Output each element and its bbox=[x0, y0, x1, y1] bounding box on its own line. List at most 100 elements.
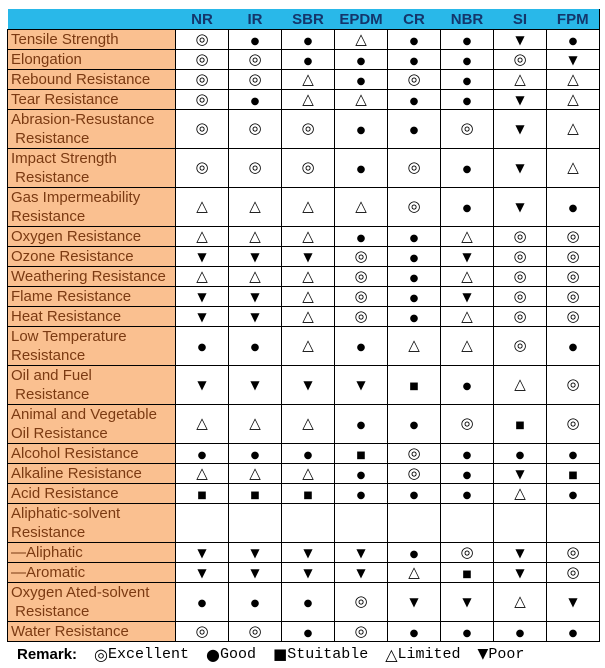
limited-symbol-icon: △ bbox=[196, 414, 208, 432]
poor-symbol-icon: ▼ bbox=[477, 646, 489, 662]
excellent-symbol-icon: ◎ bbox=[566, 542, 580, 561]
row-label: Gas Impermeability Resistance bbox=[7, 187, 176, 227]
poor-symbol-icon: ▼ bbox=[250, 249, 260, 264]
good-symbol-icon: ● bbox=[462, 95, 472, 107]
grade-cell-good: ● bbox=[281, 582, 335, 622]
grade-cell-good: ● bbox=[175, 443, 229, 464]
good-symbol-icon: ● bbox=[409, 125, 419, 136]
row-label: Rebound Resistance bbox=[7, 69, 176, 90]
grade-cell-stuitable: ■ bbox=[440, 562, 494, 583]
grade-cell-good: ● bbox=[228, 326, 282, 366]
grade-cell-excellent: ◎ bbox=[175, 621, 229, 642]
grade-cell-excellent: ◎ bbox=[334, 286, 388, 307]
table-row: Animal and Vegetable Oil Resistance △ △ △ ● ●… bbox=[7, 404, 600, 444]
good-symbol-icon: ● bbox=[462, 164, 472, 175]
column-header-sbr: SBR bbox=[281, 9, 335, 30]
grade-cell-limited: △ bbox=[228, 404, 282, 444]
limited-symbol-icon: △ bbox=[514, 375, 526, 393]
row-label: Weathering Resistance bbox=[7, 266, 176, 287]
poor-symbol-icon: ▼ bbox=[197, 249, 207, 264]
poor-symbol-icon: ▼ bbox=[303, 545, 313, 560]
grade-cell-good: ● bbox=[440, 483, 494, 504]
legend-item-label: Stuitable bbox=[287, 645, 369, 663]
limited-symbol-icon: △ bbox=[514, 592, 526, 610]
grade-cell-excellent: ◎ bbox=[175, 109, 229, 149]
excellent-symbol-icon: ◎ bbox=[195, 621, 209, 640]
table-row: Abrasion-Resustance Resistance ◎ ◎ ◎ ● ● ◎ ▼ △ bbox=[7, 109, 600, 149]
limited-symbol-icon: △ bbox=[567, 119, 579, 137]
poor-symbol-icon: ▼ bbox=[462, 595, 472, 609]
grade-cell-poor: ▼ bbox=[387, 582, 441, 622]
grade-cell-excellent: ◎ bbox=[546, 266, 600, 287]
table-row: Alkaline Resistance △ △ △ ● ◎ ● ▼ ■ bbox=[7, 463, 600, 484]
column-header-cr: CR bbox=[387, 9, 441, 30]
grade-cell-stuitable: ■ bbox=[493, 404, 547, 444]
grade-cell-stuitable: ■ bbox=[228, 483, 282, 504]
excellent-symbol-icon: ◎ bbox=[407, 463, 421, 482]
grade-cell-stuitable: ■ bbox=[175, 483, 229, 504]
row-label: —Aliphatic bbox=[7, 542, 176, 563]
excellent-symbol-icon: ◎ bbox=[460, 119, 474, 137]
legend-item-label: Excellent bbox=[108, 645, 190, 663]
grade-cell-good: ● bbox=[387, 266, 441, 287]
grade-cell-poor: ▼ bbox=[440, 246, 494, 267]
grade-cell-excellent: ◎ bbox=[493, 226, 547, 247]
grade-cell-poor: ▼ bbox=[281, 246, 335, 267]
grade-cell-good: ● bbox=[387, 49, 441, 70]
grade-cell-good: ● bbox=[387, 483, 441, 504]
grade-cell-excellent: ◎ bbox=[228, 69, 282, 90]
poor-symbol-icon: ▼ bbox=[250, 378, 260, 392]
good-symbol-icon: ● bbox=[356, 469, 366, 481]
grade-cell-good: ● bbox=[334, 109, 388, 149]
row-label: Aliphatic-solvent Resistance bbox=[7, 503, 176, 543]
grade-cell-excellent: ◎ bbox=[175, 69, 229, 90]
table-row: Heat Resistance ▼ ▼ △ ◎ ● △ ◎ ◎ bbox=[7, 306, 600, 327]
grade-cell-stuitable: ■ bbox=[281, 483, 335, 504]
grade-cell-good: ● bbox=[228, 89, 282, 110]
limited-symbol-icon: △ bbox=[408, 336, 420, 354]
column-header-nr: NR bbox=[175, 9, 229, 30]
table-row: Low Temperature Resistance ● ● △ ● △ △ ◎ ● bbox=[7, 326, 600, 366]
grade-cell-empty bbox=[440, 503, 494, 543]
grade-cell-excellent: ◎ bbox=[546, 404, 600, 444]
grade-cell-limited: △ bbox=[281, 226, 335, 247]
good-symbol-icon: ● bbox=[409, 95, 419, 107]
limited-symbol-icon: △ bbox=[249, 266, 261, 285]
grade-cell-good: ● bbox=[440, 148, 494, 188]
grade-cell-good: ● bbox=[387, 286, 441, 307]
grade-cell-good: ● bbox=[387, 246, 441, 267]
grade-cell-good: ● bbox=[175, 326, 229, 366]
excellent-symbol-icon: ◎ bbox=[513, 286, 527, 305]
grade-cell-limited: △ bbox=[334, 89, 388, 110]
table-row: Water Resistance ◎ ◎ ● ◎ ● ● ● ● bbox=[7, 621, 600, 642]
good-symbol-icon: ● bbox=[462, 75, 472, 87]
grade-cell-excellent: ◎ bbox=[493, 306, 547, 327]
stuitable-symbol-icon: ■ bbox=[273, 645, 288, 663]
grade-cell-poor: ▼ bbox=[334, 365, 388, 405]
excellent-symbol-icon: ◎ bbox=[513, 49, 527, 68]
grade-cell-good: ● bbox=[228, 29, 282, 50]
grade-cell-limited: △ bbox=[281, 69, 335, 90]
poor-symbol-icon: ▼ bbox=[568, 52, 578, 67]
grade-cell-stuitable: ■ bbox=[334, 443, 388, 464]
grade-cell-excellent: ◎ bbox=[546, 306, 600, 327]
grade-cell-good: ● bbox=[493, 443, 547, 464]
grade-cell-poor: ▼ bbox=[175, 562, 229, 583]
excellent-symbol-icon: ◎ bbox=[354, 246, 368, 265]
grade-cell-good: ● bbox=[546, 187, 600, 227]
grade-cell-limited: △ bbox=[387, 562, 441, 583]
row-label: Alcohol Resistance bbox=[7, 443, 176, 464]
poor-symbol-icon: ▼ bbox=[303, 565, 313, 580]
grade-cell-limited: △ bbox=[281, 89, 335, 110]
row-label: Ozone Resistance bbox=[7, 246, 176, 267]
excellent-symbol-icon: ◎ bbox=[195, 119, 209, 137]
grade-cell-excellent: ◎ bbox=[440, 542, 494, 563]
row-label: Water Resistance bbox=[7, 621, 176, 642]
row-label: Low Temperature Resistance bbox=[7, 326, 176, 366]
poor-symbol-icon: ▼ bbox=[356, 545, 366, 560]
grade-cell-limited: △ bbox=[281, 306, 335, 327]
grade-cell-good: ● bbox=[387, 29, 441, 50]
poor-symbol-icon: ▼ bbox=[515, 200, 525, 214]
grade-cell-poor: ▼ bbox=[281, 542, 335, 563]
